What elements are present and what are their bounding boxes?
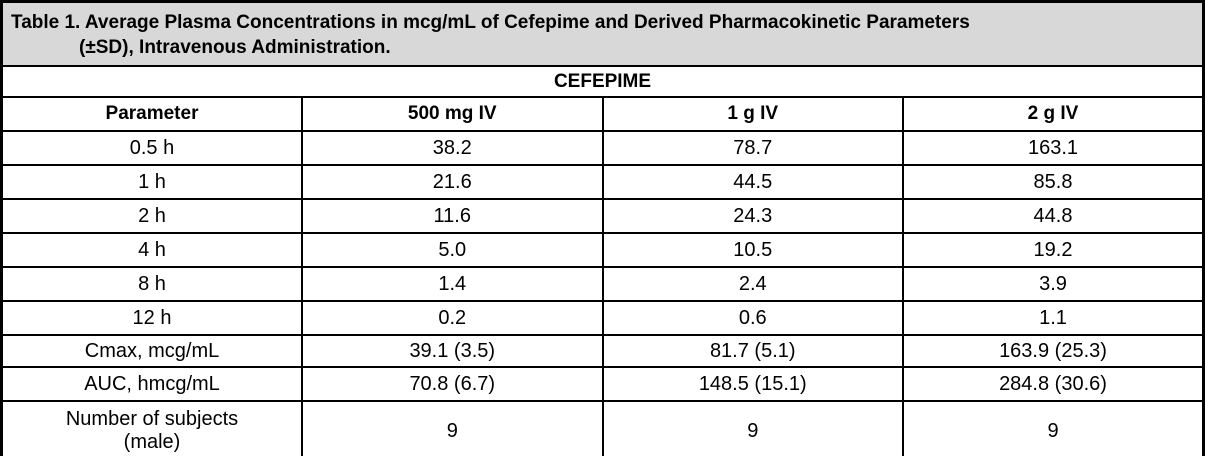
value-cell: 78.7 [601, 130, 904, 166]
column-header-parameter: Parameter [0, 96, 303, 132]
table-row: 2 h 11.6 24.3 44.8 [0, 198, 1205, 234]
column-header-500mg-iv: 500 mg IV [301, 96, 604, 132]
table-row: 1 h 21.6 44.5 85.8 [0, 164, 1205, 200]
table-row: 4 h 5.0 10.5 19.2 [0, 232, 1205, 268]
param-cell: Cmax, mcg/mL [0, 334, 303, 368]
value-cell: 70.8 (6.7) [301, 366, 604, 402]
table-title-line1: Table 1. Average Plasma Concentrations i… [11, 12, 970, 33]
param-cell: Number of subjects (male) [0, 400, 303, 456]
value-cell: 284.8 (30.6) [902, 366, 1205, 402]
param-cell: AUC, hmcg/mL [0, 366, 303, 402]
column-header-2g-iv: 2 g IV [902, 96, 1205, 132]
value-cell: 1.1 [902, 300, 1205, 336]
param-cell: 2 h [0, 198, 303, 234]
value-cell: 0.6 [601, 300, 904, 336]
value-cell: 148.5 (15.1) [601, 366, 904, 402]
value-cell: 24.3 [601, 198, 904, 234]
value-cell: 1.4 [301, 266, 604, 302]
value-cell: 163.1 [902, 130, 1205, 166]
value-cell: 5.0 [301, 232, 604, 268]
table-row: Cmax, mcg/mL 39.1 (3.5) 81.7 (5.1) 163.9… [0, 334, 1205, 368]
value-cell: 44.8 [902, 198, 1205, 234]
value-cell: 9 [601, 400, 904, 456]
value-cell: 9 [902, 400, 1205, 456]
table-title-line2: (±SD), Intravenous Administration. [79, 37, 391, 58]
table-row: AUC, hmcg/mL 70.8 (6.7) 148.5 (15.1) 284… [0, 366, 1205, 402]
table-row: 12 h 0.2 0.6 1.1 [0, 300, 1205, 336]
value-cell: 163.9 (25.3) [902, 334, 1205, 368]
value-cell: 21.6 [301, 164, 604, 200]
value-cell: 10.5 [601, 232, 904, 268]
value-cell: 44.5 [601, 164, 904, 200]
value-cell: 9 [301, 400, 604, 456]
value-cell: 2.4 [601, 266, 904, 302]
value-cell: 81.7 (5.1) [601, 334, 904, 368]
param-cell: 0.5 h [0, 130, 303, 166]
param-cell: 4 h [0, 232, 303, 268]
table-row: Number of subjects (male) 9 9 9 [0, 400, 1205, 456]
param-line1: Number of subjects [65, 408, 239, 431]
value-cell: 85.8 [902, 164, 1205, 200]
param-cell: 12 h [0, 300, 303, 336]
value-cell: 39.1 (3.5) [301, 334, 604, 368]
param-line2: (male) [123, 431, 181, 454]
table-row: 8 h 1.4 2.4 3.9 [0, 266, 1205, 302]
value-cell: 0.2 [301, 300, 604, 336]
table-title: Table 1. Average Plasma Concentrations i… [0, 0, 1205, 67]
value-cell: 3.9 [902, 266, 1205, 302]
value-cell: 38.2 [301, 130, 604, 166]
drug-group-header: CEFEPIME [0, 65, 1205, 98]
param-cell: 8 h [0, 266, 303, 302]
value-cell: 19.2 [902, 232, 1205, 268]
table-row: 0.5 h 38.2 78.7 163.1 [0, 130, 1205, 166]
value-cell: 11.6 [301, 198, 604, 234]
param-cell: 1 h [0, 164, 303, 200]
column-header-1g-iv: 1 g IV [601, 96, 904, 132]
